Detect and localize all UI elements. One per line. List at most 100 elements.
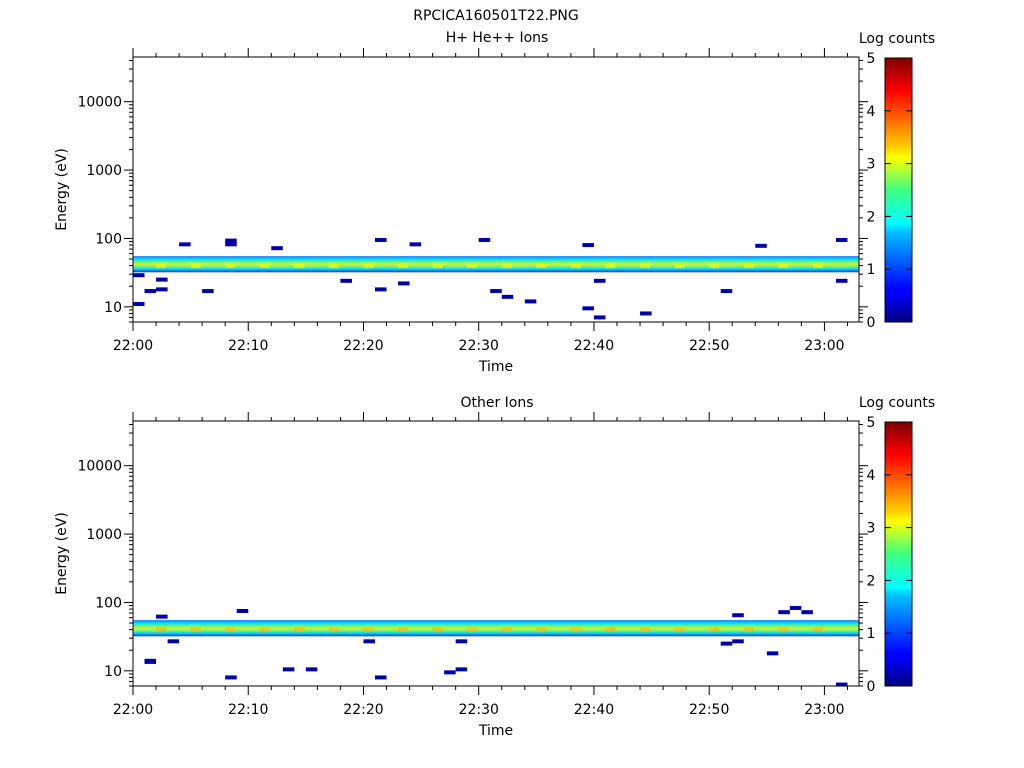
x-tick-label: 22:20 <box>343 338 383 354</box>
count-cell <box>375 237 387 242</box>
figure-title: RPCICA160501T22.PNG <box>413 8 578 24</box>
band-peak-cell <box>363 263 374 269</box>
y-axis-label: Energy (eV) <box>54 512 70 595</box>
count-cell <box>835 237 848 242</box>
count-cell <box>179 242 191 247</box>
band-peak-cell <box>709 627 720 633</box>
x-tick-label: 22:30 <box>459 338 499 354</box>
count-cell <box>766 651 779 656</box>
y-axis: 10 100 1000 10000 <box>77 59 868 323</box>
count-cell <box>375 675 387 680</box>
x-tick-label: 22:30 <box>459 702 499 718</box>
count-cell <box>490 289 502 294</box>
colorbar <box>884 57 913 323</box>
band-peak-cell <box>536 263 547 269</box>
band-peak-cell <box>328 627 339 633</box>
count-cell <box>455 639 468 644</box>
count-cell <box>340 278 352 283</box>
count-cell <box>144 289 157 294</box>
band-peak-cell <box>156 263 167 269</box>
panel-title: H+ He++ Ions <box>446 30 549 46</box>
count-cell <box>732 639 744 644</box>
count-cell <box>444 670 456 675</box>
count-cell <box>133 273 145 278</box>
count-cell <box>478 237 491 242</box>
band-peak-cell <box>605 263 616 269</box>
x-axis-label: Time <box>478 359 513 375</box>
y-tick-label: 1000 <box>86 163 122 179</box>
colorbar-tick-label: 2 <box>867 573 876 589</box>
x-axis: 22:00 22:10 22:20 22:30 22:40 22:50 23:00 <box>113 48 848 354</box>
band-peak-cell <box>259 627 270 633</box>
band-peak-cell <box>225 263 236 269</box>
band-peak-cell <box>156 627 167 633</box>
colorbar-tick-label: 1 <box>867 262 876 278</box>
count-cell <box>582 243 594 248</box>
count-cell <box>156 614 168 619</box>
colorbar-tick-label: 0 <box>867 315 876 331</box>
count-cell <box>755 243 767 248</box>
band-peak-cell <box>294 263 305 269</box>
colorbar-tick-label: 3 <box>867 157 876 173</box>
y-tick-label: 100 <box>95 595 122 611</box>
band-peak-cell <box>190 627 201 633</box>
count-cell <box>835 682 848 687</box>
count-cell <box>801 610 813 615</box>
y-tick-label: 1000 <box>86 527 122 543</box>
band-peak-cell <box>501 627 512 633</box>
y-axis-label: Energy (eV) <box>54 148 70 231</box>
band-peak-cell <box>743 263 754 269</box>
count-cell <box>156 277 168 282</box>
x-axis: 22:00 22:10 22:20 22:30 22:40 22:50 23:00 <box>113 412 848 718</box>
band-peak-cell <box>778 627 789 633</box>
isolated-counts <box>133 237 848 320</box>
colorbar-ticks: 0 1 2 3 4 5 <box>867 51 912 331</box>
count-cell <box>271 246 283 251</box>
count-cell <box>593 315 606 320</box>
count-cell <box>582 306 594 311</box>
x-tick-label: 22:20 <box>343 702 383 718</box>
band-peak-cell <box>501 263 512 269</box>
count-cell <box>501 294 514 299</box>
band-fill <box>133 256 859 273</box>
band-peak-cell <box>536 627 547 633</box>
count-cell <box>305 667 318 672</box>
panel-title: Other Ions <box>460 395 533 411</box>
isolated-counts <box>144 605 848 687</box>
x-tick-label: 22:10 <box>228 702 268 718</box>
y-tick-label: 10000 <box>77 459 122 475</box>
colorbar-tick-label: 3 <box>867 521 876 537</box>
count-cell <box>202 289 214 294</box>
band-peak-cell <box>640 263 651 269</box>
count-cell <box>156 287 168 292</box>
y-tick-label: 10 <box>104 664 122 680</box>
band-peak-cell <box>674 263 685 269</box>
band-peak-cell <box>812 627 823 633</box>
band-peak-cell <box>570 627 581 633</box>
plot-frame <box>132 56 860 323</box>
count-cell <box>835 278 848 283</box>
band-peak-cell <box>432 627 443 633</box>
y-tick-label: 10 <box>104 300 122 316</box>
colorbar-label: Log counts <box>859 395 935 411</box>
plot-area <box>133 421 859 686</box>
count-cell <box>593 278 606 283</box>
colorbar-tick-label: 4 <box>867 104 876 120</box>
count-cell <box>720 641 733 646</box>
band-peak-cell <box>605 627 616 633</box>
band-peak-cell <box>398 627 409 633</box>
count-cell <box>409 242 422 247</box>
count-cell <box>789 605 802 610</box>
dominant-band <box>133 256 859 273</box>
count-cell <box>144 659 157 664</box>
y-tick-label: 10000 <box>77 95 122 111</box>
band-peak-cell <box>640 627 651 633</box>
count-cell <box>236 608 249 613</box>
x-tick-label: 23:00 <box>804 702 844 718</box>
colorbar-ticks: 0 1 2 3 4 5 <box>867 415 912 695</box>
count-cell <box>133 301 145 306</box>
count-cell <box>524 299 537 304</box>
colorbar <box>884 421 913 687</box>
